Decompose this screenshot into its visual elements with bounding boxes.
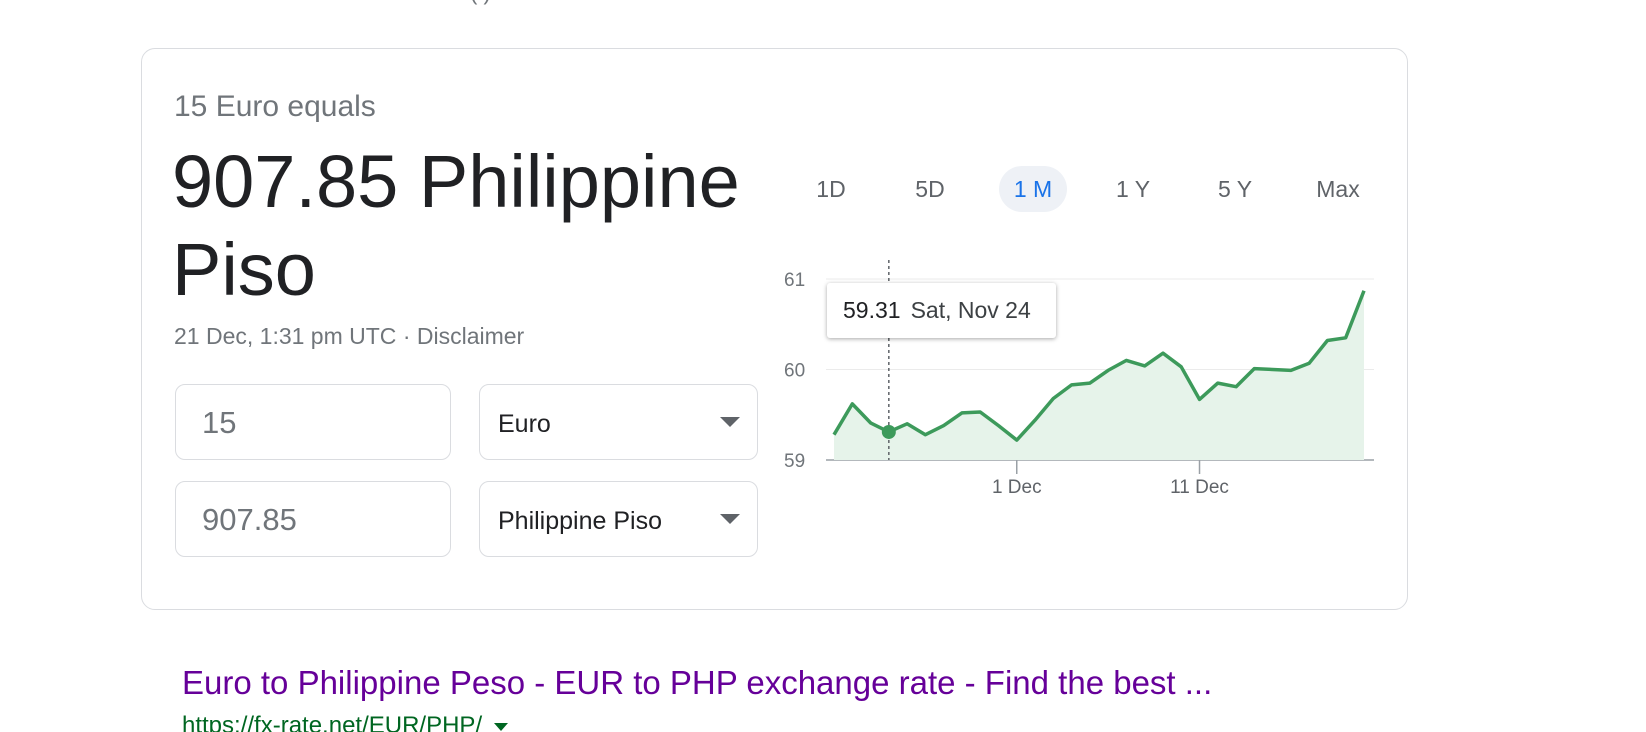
range-tab-1d[interactable]: 1D [816, 176, 846, 202]
url-dropdown-icon[interactable] [494, 722, 509, 731]
to-currency-select[interactable]: Philippine Piso [479, 481, 758, 557]
separator-dot: · [402, 323, 411, 349]
x-tick-label: 1 Dec [992, 477, 1042, 498]
tooltip-value: 59.31 [843, 297, 901, 323]
result-url-text[interactable]: https://fx-rate.net/EUR/PHP/ [182, 712, 483, 732]
disclaimer-link[interactable]: Disclaimer [416, 323, 525, 349]
from-amount-value: 15 [202, 405, 237, 440]
to-currency-label: Philippine Piso [498, 507, 662, 535]
to-amount-input[interactable]: 907.85 [175, 481, 451, 557]
area-fill [834, 290, 1364, 460]
chart-tooltip: 59.31 Sat, Nov 24 [827, 283, 1056, 338]
to-amount-value: 907.85 [202, 502, 297, 537]
search-result-title-link[interactable]: Euro to Philippine Peso - EUR to PHP exc… [182, 664, 1213, 701]
converted-value: 907.85 Philippine Piso [172, 140, 740, 311]
range-tab-1y[interactable]: 1 Y [1115, 176, 1151, 202]
x-tick-label: 11 Dec [1170, 477, 1229, 498]
range-tab-1m[interactable]: 1 M [999, 166, 1067, 212]
rate-timestamp: 21 Dec, 1:31 pm UTC · Disclaimer [174, 323, 524, 350]
timestamp-text: 21 Dec, 1:31 pm UTC [174, 323, 397, 349]
range-tab-5d[interactable]: 5D [915, 176, 945, 202]
y-tick-label: 59 [784, 451, 805, 472]
dropdown-arrow-icon [720, 514, 740, 524]
from-amount-input[interactable]: 15 [175, 384, 451, 460]
from-currency-label: Euro [498, 410, 551, 438]
search-result-url: https://fx-rate.net/EUR/PHP/ [182, 712, 509, 732]
range-tab-max[interactable]: Max [1316, 176, 1360, 202]
hover-point [881, 424, 896, 439]
y-tick-label: 61 [784, 270, 805, 291]
equals-label: 15 Euro equals [174, 90, 376, 123]
from-currency-select[interactable]: Euro [479, 384, 758, 460]
range-tab-5y[interactable]: 5 Y [1217, 176, 1253, 202]
y-tick-label: 60 [784, 361, 805, 382]
dropdown-arrow-icon [720, 417, 740, 427]
exchange-rate-chart[interactable]: 59 60 61 1 Dec 11 Dec [770, 260, 1390, 510]
series-line [832, 290, 1366, 442]
clipped-header-text: ( ) [470, 0, 491, 6]
tooltip-date: Sat, Nov 24 [910, 297, 1031, 323]
